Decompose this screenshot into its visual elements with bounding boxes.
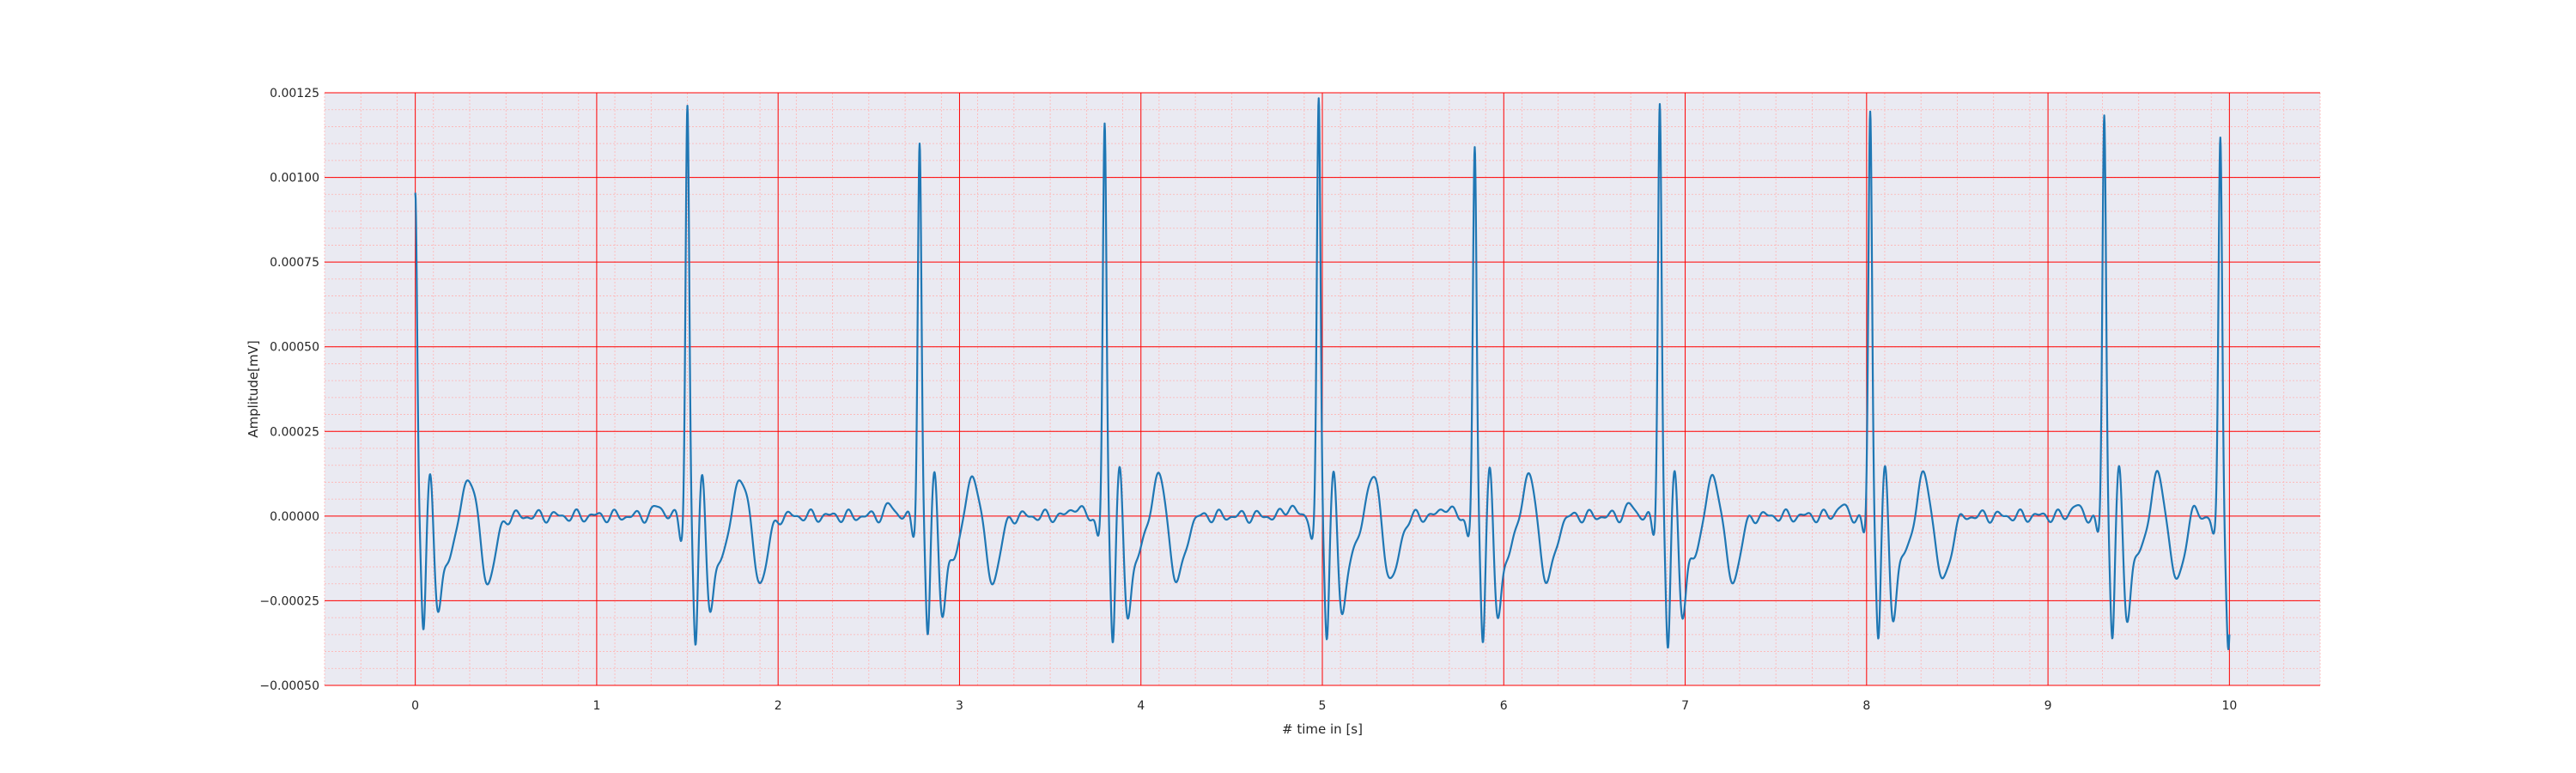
x-axis-label: # time in [s] [1282, 721, 1363, 737]
x-tick-label: 4 [1137, 699, 1145, 713]
y-tick-label: 0.00000 [270, 510, 319, 524]
x-tick-label: 8 [1862, 699, 1870, 713]
y-tick-label: −0.00050 [259, 679, 319, 693]
x-tick-label: 1 [592, 699, 600, 713]
y-tick-label: 0.00025 [270, 425, 319, 439]
y-tick-label: 0.00125 [270, 87, 319, 100]
x-tick-label: 7 [1681, 699, 1689, 713]
x-tick-label: 10 [2221, 699, 2237, 713]
x-tick-label: 6 [1500, 699, 1508, 713]
y-tick-label: 0.00075 [270, 256, 319, 270]
series-layer [414, 97, 2231, 651]
y-tick-label: 0.00050 [270, 341, 319, 355]
y-tick-label: 0.00100 [270, 172, 319, 186]
x-tick-label: 0 [411, 699, 419, 713]
x-tick-label: 3 [956, 699, 963, 713]
y-axis-label: Amplitude[mV] [246, 340, 261, 437]
x-axis: 0 1 2 3 4 5 6 7 8 9 10 [411, 699, 2237, 713]
x-tick-label: 2 [775, 699, 782, 713]
y-tick-label: −0.00025 [259, 594, 319, 608]
ecg-series-line [414, 97, 2231, 651]
x-tick-label: 9 [2044, 699, 2052, 713]
y-axis: −0.00050 −0.00025 0.00000 0.00025 0.00050 0.0… [259, 87, 319, 693]
x-tick-label: 5 [1319, 699, 1327, 713]
